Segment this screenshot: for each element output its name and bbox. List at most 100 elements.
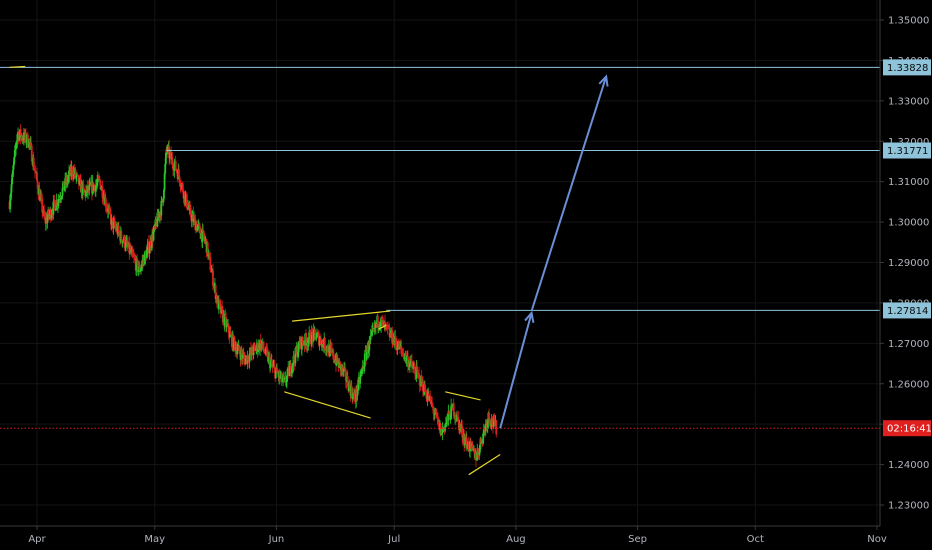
y-tick-label: 1.23000 bbox=[888, 501, 929, 512]
trendline bbox=[468, 453, 501, 476]
candle-up bbox=[166, 147, 169, 152]
candle-down bbox=[210, 270, 212, 273]
candle-down bbox=[79, 178, 82, 180]
candle-down bbox=[226, 323, 229, 326]
candle-down bbox=[401, 351, 404, 354]
candle-down bbox=[338, 361, 341, 363]
candle-up bbox=[60, 197, 63, 199]
candle-up bbox=[207, 253, 210, 257]
candle-down bbox=[495, 420, 498, 435]
candle-down bbox=[219, 303, 222, 305]
candle-up bbox=[359, 373, 362, 377]
candle-up bbox=[478, 444, 481, 453]
x-tick-label: Jun bbox=[268, 534, 285, 545]
candle-down bbox=[175, 170, 178, 171]
candle-down bbox=[314, 329, 316, 334]
candle-down bbox=[234, 343, 237, 351]
candle-up bbox=[180, 183, 183, 188]
candle-down bbox=[62, 181, 65, 190]
candle-down bbox=[118, 231, 121, 234]
candle-up bbox=[308, 332, 311, 341]
candle-down bbox=[354, 401, 357, 403]
candle-up bbox=[168, 153, 171, 159]
candle-up bbox=[450, 405, 453, 420]
candle-down bbox=[448, 410, 451, 414]
candle-up bbox=[163, 189, 165, 199]
candle-down bbox=[21, 135, 23, 140]
candle-down bbox=[414, 369, 417, 375]
candle-down bbox=[209, 257, 212, 271]
level-tag-label: 1.27814 bbox=[887, 306, 928, 317]
candle-down bbox=[206, 242, 209, 257]
candle-up bbox=[368, 339, 371, 351]
candle-down bbox=[282, 376, 285, 379]
candle-down bbox=[105, 206, 108, 208]
candle-down bbox=[418, 373, 420, 376]
candle-up bbox=[15, 146, 17, 150]
candle-down bbox=[401, 349, 403, 352]
candle-down bbox=[436, 416, 439, 418]
candle-down bbox=[198, 225, 201, 234]
candle-down bbox=[126, 240, 129, 245]
candle-down bbox=[452, 403, 455, 416]
candle-up bbox=[469, 440, 471, 452]
candle-down bbox=[99, 181, 102, 190]
level-tag-label: 1.33828 bbox=[887, 63, 928, 74]
y-tick-label: 1.30000 bbox=[888, 218, 929, 229]
candle-up bbox=[124, 247, 127, 249]
candle-down bbox=[304, 333, 307, 340]
candle-up bbox=[371, 330, 373, 334]
candle-down bbox=[54, 203, 57, 211]
candle-down bbox=[419, 385, 422, 387]
candle-up bbox=[482, 429, 485, 434]
candle-up bbox=[444, 424, 447, 431]
candle-up bbox=[283, 378, 286, 380]
candle-down bbox=[180, 186, 182, 188]
candle-down bbox=[233, 337, 236, 344]
candle-down bbox=[318, 333, 320, 346]
candle-up bbox=[307, 340, 310, 345]
candle-up bbox=[220, 306, 223, 314]
candle-up bbox=[160, 200, 163, 216]
candle-up bbox=[191, 215, 193, 222]
arrow-shaft bbox=[530, 76, 608, 312]
candle-down bbox=[71, 167, 74, 174]
candle-up bbox=[380, 317, 383, 326]
candle-down bbox=[424, 384, 426, 392]
candle-up bbox=[449, 419, 452, 421]
candle-up bbox=[163, 173, 166, 190]
candle-down bbox=[113, 220, 116, 227]
candle-down bbox=[131, 249, 134, 254]
candle-up bbox=[13, 157, 16, 165]
countdown-tag bbox=[883, 420, 931, 437]
candle-down bbox=[284, 377, 287, 383]
candle-down bbox=[378, 324, 381, 328]
candle-down bbox=[229, 332, 232, 335]
candle-down bbox=[76, 174, 79, 176]
candle-up bbox=[352, 393, 354, 400]
candle-up bbox=[409, 358, 412, 364]
candle-up bbox=[95, 184, 98, 186]
candle-down bbox=[376, 316, 379, 327]
candle-down bbox=[305, 339, 308, 346]
candle-down bbox=[176, 170, 178, 173]
candle-down bbox=[98, 178, 101, 182]
candle-up bbox=[67, 175, 70, 180]
candle-down bbox=[24, 132, 27, 143]
candle-up bbox=[329, 345, 331, 356]
candle-down bbox=[208, 253, 210, 255]
candle-down bbox=[189, 205, 191, 208]
candle-up bbox=[148, 248, 151, 254]
candle-down bbox=[473, 448, 476, 459]
candle-up bbox=[12, 164, 15, 171]
candle-down bbox=[138, 266, 141, 272]
time-axis[interactable]: Apr May Jun Jul Aug Sep Oct Nov bbox=[28, 526, 887, 545]
candle-down bbox=[477, 451, 479, 453]
trendline bbox=[445, 391, 481, 401]
candle-down bbox=[104, 197, 107, 207]
candle-up bbox=[135, 258, 138, 271]
x-tick-label: Apr bbox=[28, 534, 46, 545]
candle-down bbox=[311, 332, 314, 335]
candle-down bbox=[344, 368, 347, 370]
